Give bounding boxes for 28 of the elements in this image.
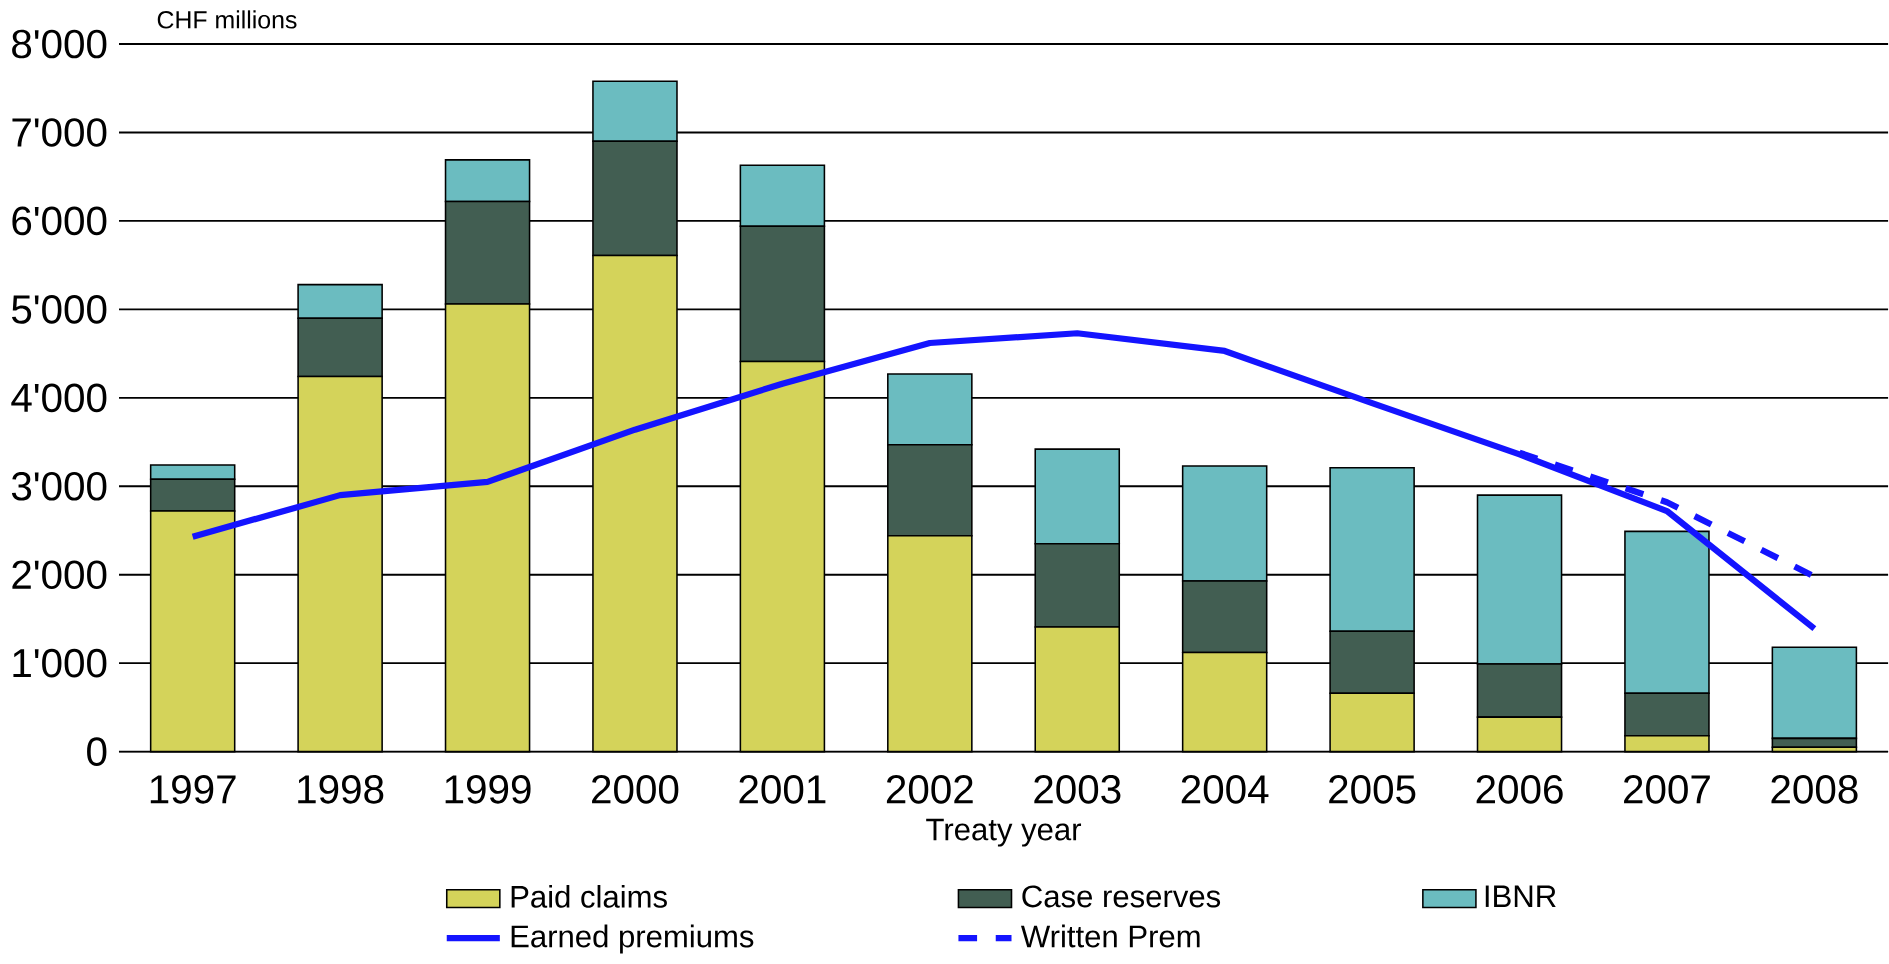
x-tick-label: 2005 [1329,774,1416,804]
x-axis-title: Treaty year [926,818,1082,847]
y-tick-label: 3'000 [11,471,107,501]
y-tick-label: 7'000 [12,118,107,147]
x-tick-label: 2002 [886,774,973,804]
y-tick-label: 2'000 [12,560,107,589]
x-tick-label: 1998 [298,774,384,804]
y-axis-title: CHF millions [157,10,297,29]
x-tick-label: 1999 [445,774,531,804]
x-tick-label: 2007 [1624,774,1710,804]
x-tick-label: 2006 [1476,774,1563,804]
y-tick-label: 4'000 [11,383,107,413]
legend-label: Paid claims [511,884,667,908]
x-tick-label: 2000 [592,774,679,804]
legend-label: IBNR [1485,885,1556,907]
y-tick-label: 0 [87,737,107,766]
y-tick-label: 8'000 [12,29,107,59]
y-tick-label: 5'000 [11,294,107,324]
legend-label: Written Prem [1020,924,1200,948]
legend-label: Earned premiums [511,924,754,954]
x-tick-label: 2004 [1181,774,1269,804]
y-tick-label: 6'000 [12,206,107,236]
x-tick-label: 1997 [150,774,236,804]
x-tick-label: 2008 [1771,774,1858,804]
legend-label: Case reserves [1022,885,1221,908]
x-tick-label: 2003 [1034,774,1121,804]
y-tick-label: 1'000 [13,648,107,678]
x-tick-label: 2001 [739,774,826,804]
